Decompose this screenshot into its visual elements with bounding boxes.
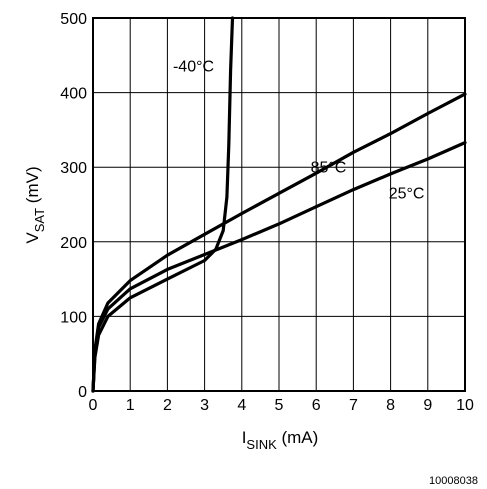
y-tick-label: 300 — [60, 160, 87, 177]
y-tick-label: 200 — [60, 235, 87, 252]
x-tick-label: 5 — [275, 397, 284, 414]
x-tick-label: 8 — [386, 397, 395, 414]
x-axis-title-main: I — [242, 428, 247, 447]
x-tick-label: 9 — [423, 397, 432, 414]
grid — [92, 17, 466, 392]
x-tick-label: 2 — [163, 397, 172, 414]
plot-frame — [92, 17, 466, 392]
series-labels: -40°C 85°C 25°C — [173, 59, 425, 203]
x-axis-title-suffix: (mA) — [277, 428, 319, 447]
series-label-1: 85°C — [311, 159, 347, 176]
x-tick-label: 10 — [456, 397, 474, 414]
x-tick-label: 1 — [126, 397, 135, 414]
y-axis-title-sub: SAT — [32, 208, 47, 232]
x-tick-label: 6 — [312, 397, 321, 414]
y-tick-label: 400 — [60, 86, 87, 103]
y-axis-title-suffix: (mV) — [23, 166, 42, 208]
y-tick-label: 100 — [60, 309, 87, 326]
x-tick-label: 4 — [237, 397, 246, 414]
series-label-0: -40°C — [173, 59, 214, 76]
x-tick-label: 3 — [200, 397, 209, 414]
y-axis-title: VSAT (mV) — [23, 166, 47, 243]
y-axis-title-main: V — [23, 232, 42, 244]
series-label-2: 25°C — [389, 186, 425, 203]
x-axis-title-sub: SINK — [246, 437, 277, 452]
x-tick-label: 0 — [89, 397, 98, 414]
figure-id: 10008038 — [429, 475, 478, 487]
x-tick-label: 7 — [349, 397, 358, 414]
y-tick-label: 0 — [78, 384, 87, 401]
series-line-2 — [91, 141, 467, 393]
series-lines — [91, 16, 467, 393]
x-axis-title: ISINK (mA) — [242, 428, 319, 452]
series-line-1 — [91, 92, 467, 393]
y-tick-label: 500 — [60, 11, 87, 28]
